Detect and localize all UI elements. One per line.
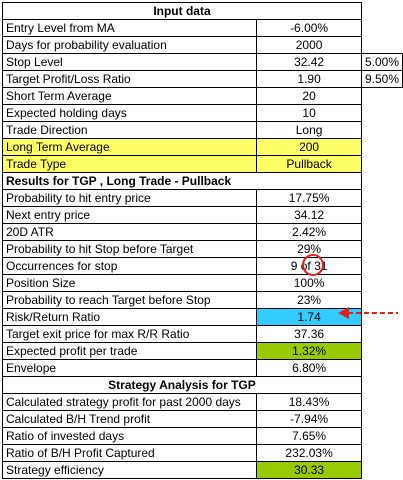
table-row: Next entry price 34.12 xyxy=(1,206,403,224)
row-label: Entry Level from MA xyxy=(1,19,258,37)
envelope-cell[interactable]: 6.80% xyxy=(256,359,362,377)
table-row: Expected holding days 10 xyxy=(1,104,403,122)
trade-direction-cell[interactable]: Long xyxy=(256,121,362,139)
row-label: Expected holding days xyxy=(1,104,258,122)
row-label: Short Term Average xyxy=(1,87,258,105)
prob-entry-cell[interactable]: 17.75% xyxy=(256,189,362,207)
efficiency-cell[interactable]: 30.33 xyxy=(256,461,362,479)
short-average-cell[interactable]: 20 xyxy=(256,87,362,105)
row-label: Trade Direction xyxy=(1,121,258,139)
table-row: 20D ATR 2.42% xyxy=(1,223,403,241)
row-label: Probability to hit Stop before Target xyxy=(1,240,258,258)
target-exit-cell[interactable]: 37.36 xyxy=(256,325,362,343)
long-average-cell[interactable]: 200 xyxy=(256,138,362,156)
trade-type-cell[interactable]: Pullback xyxy=(256,155,362,173)
table-row: Position Size 100% xyxy=(1,274,403,292)
table-row: Target exit price for max R/R Ratio 37.3… xyxy=(1,325,403,343)
table-row: Trade Type Pullback xyxy=(1,155,403,173)
row-label: Strategy efficiency xyxy=(1,461,258,479)
section-header-results: Results for TGP , Long Trade - Pullback xyxy=(2,172,403,190)
bh-profit-cell[interactable]: -7.94% xyxy=(256,410,362,428)
stop-percent-cell[interactable]: 5.00% xyxy=(361,53,403,71)
results-title: Results for TGP , Long Trade - Pullback xyxy=(2,172,362,190)
table-row: Long Term Average 200 xyxy=(1,138,403,156)
table-row: Ratio of B/H Profit Captured 232.03% xyxy=(1,444,403,462)
input-data-title: Input data xyxy=(2,2,362,20)
table-row: Envelope 6.80% xyxy=(1,359,403,377)
table-row: Trade Direction Long xyxy=(1,121,403,139)
section-header-input: Input data xyxy=(2,2,403,20)
atr-cell[interactable]: 2.42% xyxy=(256,223,362,241)
table-row: Probability to hit Stop before Target 29… xyxy=(1,240,403,258)
row-label: Probability to hit entry price xyxy=(1,189,258,207)
holding-days-cell[interactable]: 10 xyxy=(256,104,362,122)
row-label: Calculated strategy profit for past 2000… xyxy=(1,393,258,411)
table-row: Calculated B/H Trend profit -7.94% xyxy=(1,410,403,428)
row-label: Stop Level xyxy=(1,53,258,71)
next-entry-cell[interactable]: 34.12 xyxy=(256,206,362,224)
row-label: Ratio of invested days xyxy=(1,427,258,445)
row-label: Long Term Average xyxy=(1,138,258,156)
table-row: Short Term Average 20 xyxy=(1,87,403,105)
days-probability-cell[interactable]: 2000 xyxy=(256,36,362,54)
table-row: Days for probability evaluation 2000 xyxy=(1,36,403,54)
row-label: Probability to reach Target before Stop xyxy=(1,291,258,309)
entry-level-cell[interactable]: -6.00% xyxy=(256,19,362,37)
table-row: Strategy efficiency 30.33 xyxy=(1,461,403,479)
section-header-strategy: Strategy Analysis for TGP xyxy=(2,376,403,394)
invested-days-cell[interactable]: 7.65% xyxy=(256,427,362,445)
row-label: Risk/Return Ratio xyxy=(1,308,258,326)
row-label: Next entry price xyxy=(1,206,258,224)
row-label: Target Profit/Loss Ratio xyxy=(1,70,258,88)
table-row: Occurrences for stop 9 of 31 xyxy=(1,257,403,275)
row-label: Target exit price for max R/R Ratio xyxy=(1,325,258,343)
row-label: Position Size xyxy=(1,274,258,292)
row-label: Envelope xyxy=(1,359,258,377)
target-ratio-cell[interactable]: 1.90 xyxy=(256,70,362,88)
table-row: Probability to reach Target before Stop … xyxy=(1,291,403,309)
risk-return-cell[interactable]: 1.74 xyxy=(256,308,362,326)
annotation-arrow-icon xyxy=(338,307,398,319)
target-percent-cell[interactable]: 9.50% xyxy=(361,70,403,88)
calc-profit-cell[interactable]: 18.43% xyxy=(256,393,362,411)
row-label: Days for probability evaluation xyxy=(1,36,258,54)
table-row: Ratio of invested days 7.65% xyxy=(1,427,403,445)
table-row: Target Profit/Loss Ratio 1.90 9.50% xyxy=(1,70,403,88)
row-label: Calculated B/H Trend profit xyxy=(1,410,258,428)
row-label: Ratio of B/H Profit Captured xyxy=(1,444,258,462)
table-row: Calculated strategy profit for past 2000… xyxy=(1,393,403,411)
table-row: Expected profit per trade 1.32% xyxy=(1,342,403,360)
annotation-circle xyxy=(302,254,324,276)
row-label: Occurrences for stop xyxy=(1,257,258,275)
table-row: Probability to hit entry price 17.75% xyxy=(1,189,403,207)
stop-level-cell[interactable]: 32.42 xyxy=(256,53,362,71)
expected-profit-cell[interactable]: 1.32% xyxy=(256,342,362,360)
row-label: Trade Type xyxy=(1,155,258,173)
strategy-title: Strategy Analysis for TGP xyxy=(2,376,362,394)
row-label: Expected profit per trade xyxy=(1,342,258,360)
position-size-cell[interactable]: 100% xyxy=(256,274,362,292)
bh-captured-cell[interactable]: 232.03% xyxy=(256,444,362,462)
row-label: 20D ATR xyxy=(1,223,258,241)
table-row: Entry Level from MA -6.00% xyxy=(1,19,403,37)
table-row: Stop Level 32.42 5.00% xyxy=(1,53,403,71)
occurrences-count: 9 xyxy=(290,259,298,273)
